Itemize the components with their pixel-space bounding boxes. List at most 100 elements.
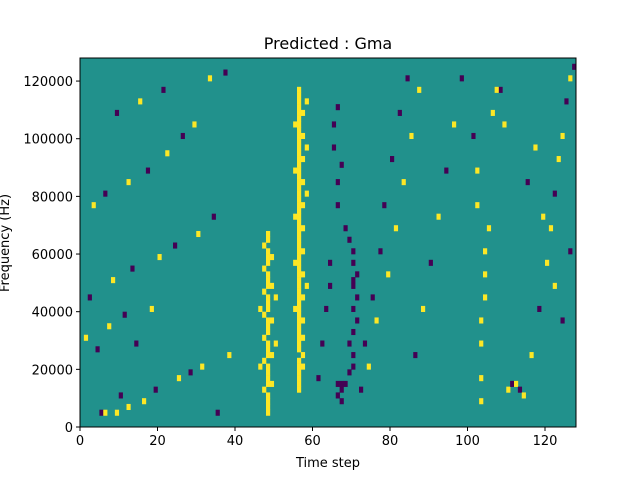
heatmap-cell (304, 144, 309, 151)
heatmap-cell (421, 305, 426, 312)
heatmap-cell (173, 242, 178, 249)
heatmap-cell (297, 86, 302, 93)
heatmap-cell (390, 156, 395, 163)
heatmap-cell (258, 305, 263, 312)
heatmap-cell (266, 375, 271, 382)
heatmap-cell (297, 127, 302, 134)
heatmap-cell (262, 288, 267, 295)
plot-background (80, 58, 576, 427)
heatmap-cell (297, 259, 302, 266)
heatmap-cell (200, 363, 205, 370)
heatmap-cell (297, 92, 302, 99)
heatmap-cell (502, 121, 507, 128)
heatmap-cell (351, 259, 356, 266)
heatmap-cell (269, 317, 275, 324)
heatmap-cell (393, 225, 399, 232)
heatmap-cell (452, 121, 457, 128)
heatmap-cell (262, 265, 267, 272)
heatmap-cells (83, 63, 577, 416)
heatmap-cell (297, 190, 302, 197)
heatmap-cell (475, 167, 480, 174)
y-axis-title: Frequency (Hz) (0, 194, 13, 292)
heatmap-cell (300, 352, 306, 359)
heatmap-cell (304, 190, 309, 197)
heatmap-cell (560, 132, 565, 140)
heatmap-cell (494, 86, 499, 93)
heatmap-cell (339, 386, 344, 393)
heatmap-cell (126, 403, 131, 411)
heatmap-cell (300, 363, 306, 370)
heatmap-cell (145, 167, 151, 174)
x-tick-label: 40 (227, 434, 244, 449)
heatmap-cell (552, 190, 557, 197)
heatmap-cell (266, 352, 271, 359)
heatmap-cell (297, 167, 302, 174)
heatmap-cell (510, 380, 515, 387)
heatmap-cell (266, 328, 271, 336)
heatmap-cell (297, 334, 302, 341)
heatmap-cell (266, 271, 271, 278)
heatmap-cell (297, 311, 302, 318)
x-tick-label: 0 (76, 434, 84, 449)
heatmap-cell (382, 202, 387, 209)
heatmap-cell (262, 357, 267, 364)
heatmap-cell (297, 328, 302, 336)
heatmap-cell (266, 363, 271, 370)
x-axis-title: Time step (295, 456, 360, 471)
heatmap-cell (370, 294, 375, 301)
heatmap-cell (266, 282, 271, 289)
heatmap-cell (192, 121, 197, 128)
heatmap-cell (328, 282, 333, 289)
heatmap-cell (266, 403, 271, 411)
heatmap-cell (293, 121, 298, 128)
heatmap-cell (118, 392, 123, 399)
heatmap-cell (215, 409, 220, 416)
heatmap-cell (266, 259, 271, 266)
chart-title: Predicted : Gma (264, 34, 392, 53)
heatmap-cell (273, 294, 278, 301)
heatmap-cell (351, 328, 356, 336)
heatmap-cell (483, 294, 488, 301)
heatmap-cell (401, 179, 406, 186)
heatmap-cell (339, 398, 344, 405)
heatmap-cell (297, 277, 302, 284)
heatmap-cell (297, 375, 302, 382)
heatmap-cell (386, 271, 391, 278)
heatmap-cell (297, 323, 302, 330)
heatmap-cell (180, 132, 185, 140)
heatmap-cell (409, 132, 414, 140)
heatmap-cell (266, 340, 271, 347)
heatmap-cell (297, 369, 302, 376)
heatmap-cell (564, 98, 569, 105)
heatmap-cell (479, 375, 484, 382)
heatmap-cell (266, 317, 271, 324)
heatmap-cell (293, 305, 298, 312)
heatmap-cell (165, 150, 170, 157)
heatmap-cell (297, 150, 302, 157)
heatmap-cell (297, 173, 302, 180)
heatmap-cell (138, 98, 143, 105)
heatmap-cell (269, 254, 275, 261)
y-tick-label: 100000 (23, 133, 73, 148)
heatmap-cell (355, 271, 360, 278)
heatmap-cell (91, 202, 96, 209)
heatmap-cell (490, 109, 495, 116)
heatmap-cell (331, 121, 337, 128)
heatmap-cell (405, 75, 410, 82)
heatmap-cell (483, 271, 488, 278)
heatmap-cell (157, 254, 162, 261)
heatmap-cell (300, 294, 306, 301)
heatmap-cell (196, 230, 201, 238)
heatmap-cell (297, 386, 302, 393)
heatmap-cell (297, 109, 302, 116)
y-tick-label: 80000 (32, 190, 73, 205)
heatmap-cell (297, 115, 302, 122)
heatmap-cell (366, 363, 371, 370)
heatmap-cell (297, 202, 302, 209)
heatmap-cell (541, 213, 546, 220)
heatmap-cell (297, 294, 302, 301)
heatmap-cell (517, 386, 523, 393)
heatmap-cell (103, 409, 108, 416)
heatmap-cell (266, 398, 271, 405)
